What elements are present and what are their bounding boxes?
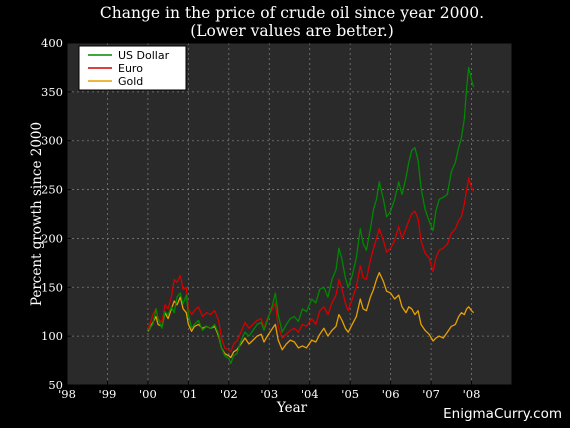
y-tick-label: 200 [41,231,63,245]
y-tick-label: 300 [41,134,63,148]
y-tick-label: 50 [48,378,63,392]
plot-frame [66,42,513,386]
x-tick-label: '99 [99,387,117,401]
x-tick-label: '07 [422,387,440,401]
series-line-us-dollar [147,66,475,365]
legend: US Dollar Euro Gold [78,45,187,91]
x-tick-label: '08 [463,387,481,401]
x-tick-label: '03 [260,387,278,401]
x-axis-label: Year [276,400,308,416]
y-tick-label: 250 [41,183,63,197]
series-line-gold [147,271,475,359]
series-line-euro [147,177,475,353]
x-tick-label: '01 [179,387,197,401]
x-tick-label: '06 [382,387,400,401]
y-tick-label: 400 [41,36,63,50]
y-tick-label: 350 [41,85,63,99]
x-tick-label: '00 [139,387,157,401]
y-tick-label: 100 [41,329,63,343]
grid-lines [67,43,512,385]
chart-subtitle: (Lower values are better.) [190,22,394,40]
chart-title: Change in the price of crude oil since y… [100,4,484,22]
legend-label-euro: Euro [118,62,143,75]
y-tick-label: 150 [41,280,63,294]
plot-area [67,43,512,385]
series-lines [147,66,475,365]
legend-label-gold: Gold [118,75,143,88]
x-tick-label: '04 [301,387,319,401]
tick-labels: 50 100 150 200 250 300 350 400 '98 '99 '00 '01 '02 '0… [41,36,480,401]
x-tick-label: '05 [341,387,359,401]
x-tick-label: '02 [220,387,238,401]
watermark: EnigmaCurry.com [443,406,562,422]
x-tick-label: '98 [58,387,76,401]
y-axis-label: Percent growth since 2000 [29,122,45,306]
legend-label-us-dollar: US Dollar [118,49,170,62]
